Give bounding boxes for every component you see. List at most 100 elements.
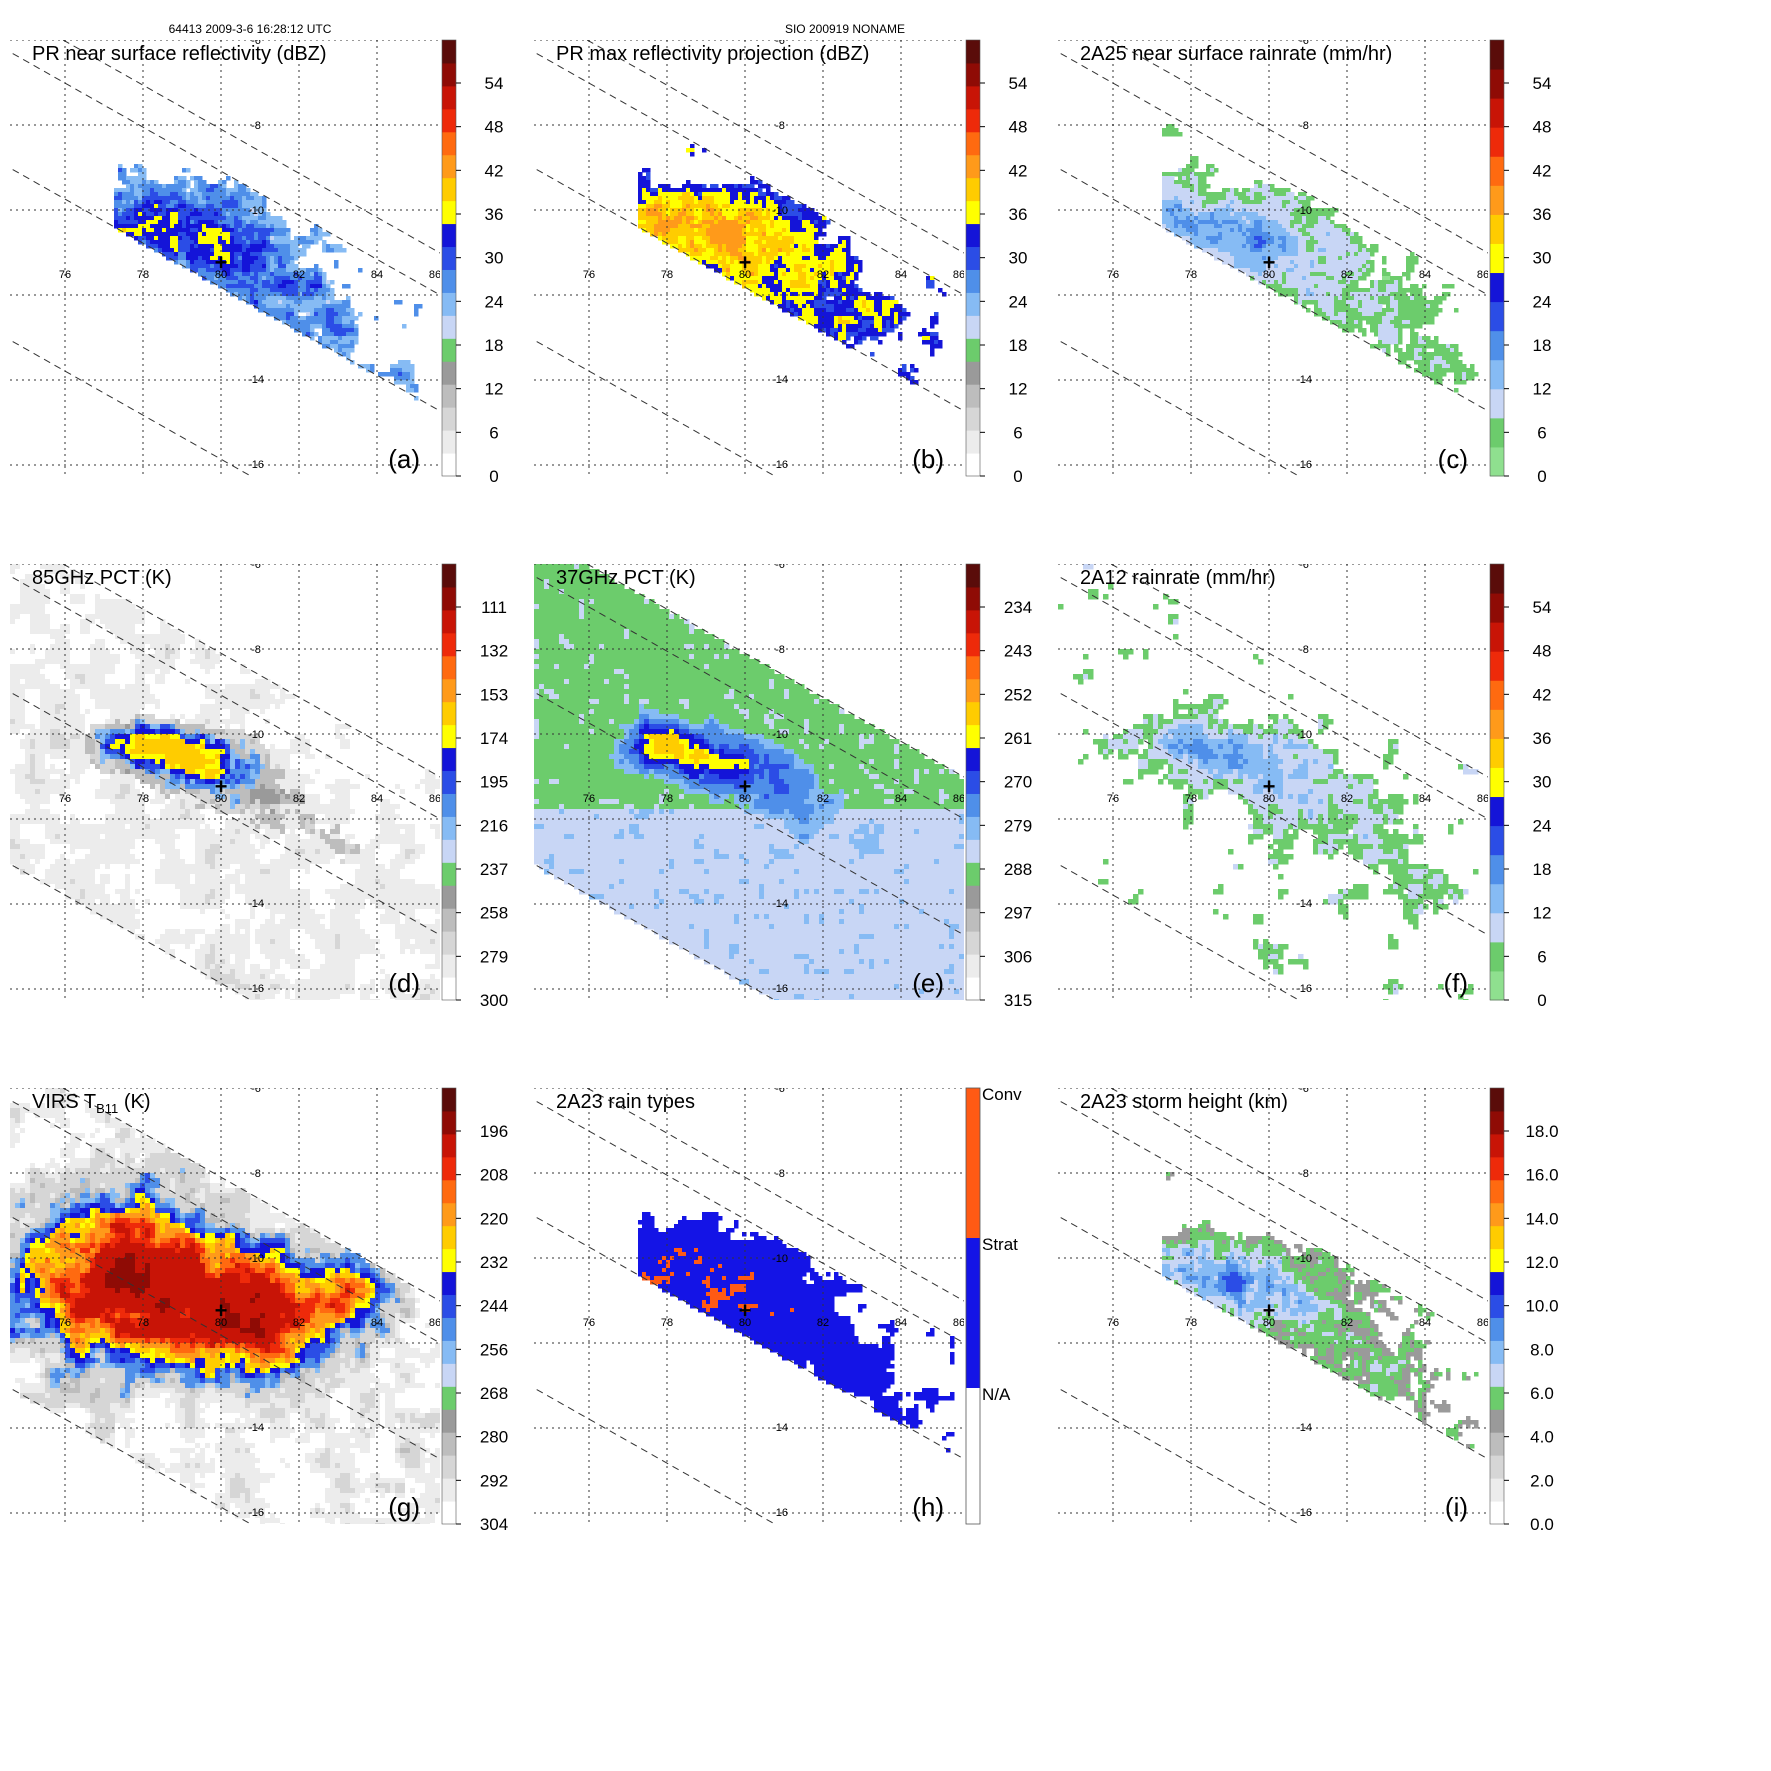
colorbar-swatch (966, 40, 980, 64)
colorbar-tick-label: 24 (485, 292, 504, 311)
colorbar-tick-label: 18 (1009, 336, 1028, 355)
panel-title: VIRS TB11 (K) (32, 1091, 150, 1116)
colorbar-category-label: Conv (982, 1085, 1022, 1104)
colorbar-swatch (1490, 388, 1504, 419)
colorbar-tick-label: 12 (1009, 380, 1028, 399)
colorbar-tick-label: 12 (485, 380, 504, 399)
colorbar-swatch (442, 816, 456, 840)
storm-center-marker: + (215, 774, 228, 799)
colorbar-swatch (966, 954, 980, 978)
lat-tick-label: -14 (772, 374, 788, 386)
swath-edges (534, 564, 964, 1000)
colorbar-swatch (1490, 1478, 1504, 1502)
lon-tick-label: 78 (137, 793, 149, 805)
lon-tick-label: 84 (895, 269, 907, 281)
swath-edges (534, 1088, 964, 1524)
colorbar-swatch (1490, 651, 1504, 681)
lat-tick-label: -10 (772, 1253, 788, 1265)
colorbar-swatch (442, 1156, 456, 1181)
colorbar-swatch (1490, 156, 1504, 186)
colorbar-swatch (1490, 564, 1504, 594)
map-area: 76 78 80 82 84 86 -6 -8 -10 -14 -16 + (534, 40, 964, 476)
panel-title: 2A12 rainrate (mm/hr) (1080, 567, 1276, 589)
lat-tick-label: -16 (248, 1507, 264, 1519)
swath-edges (10, 40, 440, 476)
lon-tick-label: 84 (1419, 269, 1431, 281)
colorbar-tick-label: 24 (1533, 292, 1552, 311)
panel-g: 76 78 80 82 84 86-6-8-10-14-16+VIRS TB11 (K)(… (10, 1087, 508, 1534)
swath-edges (534, 40, 964, 476)
colorbar-tick-label: 268 (480, 1384, 508, 1403)
lon-tick-label: 86 (1477, 1317, 1489, 1329)
colorbar-tick-label: 30 (1009, 249, 1028, 268)
lon-tick-label: 84 (1419, 1317, 1431, 1329)
colorbar-swatch (1490, 1432, 1504, 1456)
lon-tick-label: 84 (371, 793, 383, 805)
map-area: 76 78 80 82 84 86 -6 -8 -10 -14 -16 + (1058, 40, 1489, 476)
lat-tick-label: -16 (1296, 1507, 1312, 1519)
colorbar-swatch (442, 678, 456, 703)
lon-tick-label: 78 (661, 1317, 673, 1329)
colorbar-swatch (966, 108, 980, 133)
colorbar-tick-label: 300 (480, 991, 508, 1010)
lon-tick-label: 86 (1477, 269, 1489, 281)
lon-tick-label: 78 (661, 269, 673, 281)
colorbar-swatch (966, 747, 980, 772)
colorbar-tick-label: 14.0 (1525, 1209, 1558, 1228)
storm-center-marker: + (1263, 774, 1276, 799)
colorbar-swatch (966, 609, 980, 634)
lon-tick-label: 80 (215, 1317, 227, 1329)
lat-lon-grid (10, 564, 440, 1000)
colorbar: 54 48 42 36 30 24 18 12 6 0 (1489, 39, 1552, 486)
colorbar-tick-label: 243 (1004, 642, 1032, 661)
colorbar-swatch (1490, 1225, 1504, 1250)
data-cells (114, 164, 423, 401)
lon-tick-label: 80 (739, 793, 751, 805)
colorbar-swatch (442, 269, 456, 293)
colorbar-swatch (1490, 359, 1504, 390)
colorbar-swatch (966, 839, 980, 863)
colorbar-frame (965, 1087, 981, 1525)
colorbar-swatch (966, 885, 980, 909)
colorbar-tick-label: 261 (1004, 729, 1032, 748)
colorbar-tick-label: 288 (1004, 860, 1032, 879)
panel-title: PR max reflectivity projection (dBZ) (556, 43, 869, 65)
colorbar-tick-label: 292 (480, 1471, 508, 1490)
colorbar-tick-label: 232 (480, 1253, 508, 1272)
lat-tick-label: -8 (775, 644, 785, 656)
colorbar-swatch (966, 655, 980, 680)
lat-tick-label: -6 (1299, 559, 1309, 571)
colorbar-tick-label: 216 (480, 816, 508, 835)
storm-center-marker: + (739, 774, 752, 799)
colorbar: 196 208 220 232 244 256 268 280 292 304 (441, 1087, 508, 1534)
colorbar-swatch (1490, 680, 1504, 710)
colorbar-swatch (966, 678, 980, 703)
lat-tick-label: -8 (251, 644, 261, 656)
panel-i: 76 78 80 82 84 86 -6 -8 -10 -14 -16 +2A23 storm hei… (1058, 1087, 1559, 1534)
swath-edges (1058, 40, 1488, 476)
header-timestamp: 64413 2009-3-6 16:28:12 UTC (169, 22, 332, 36)
colorbar-swatch (442, 885, 456, 909)
colorbar-tick-label: 12 (1533, 904, 1552, 923)
colorbar-swatch (966, 453, 980, 477)
colorbar-swatch (1490, 1133, 1504, 1158)
colorbar-swatch (966, 269, 980, 293)
colorbar-swatch (442, 361, 456, 385)
lat-lon-grid (1058, 564, 1488, 1000)
colorbar-swatch (442, 1409, 456, 1433)
header-storm-id: SIO 200919 NONAME (785, 22, 905, 36)
lon-tick-label: 76 (59, 1317, 71, 1329)
panel-tag: (b) (912, 444, 944, 474)
colorbar-tick-label: 18 (485, 336, 504, 355)
colorbar-swatch (1490, 1294, 1504, 1318)
colorbar-swatch (442, 1248, 456, 1273)
colorbar-swatch (442, 200, 456, 225)
colorbar-swatch (966, 154, 980, 179)
colorbar-swatch (966, 586, 980, 611)
colorbar-tick-label: 153 (480, 685, 508, 704)
colorbar-swatch (966, 200, 980, 225)
lat-tick-label: -10 (1296, 729, 1312, 741)
colorbar-tick-label: 6 (1013, 423, 1022, 442)
colorbar-tick-label: 24 (1009, 292, 1028, 311)
colorbar-swatch (442, 1478, 456, 1502)
